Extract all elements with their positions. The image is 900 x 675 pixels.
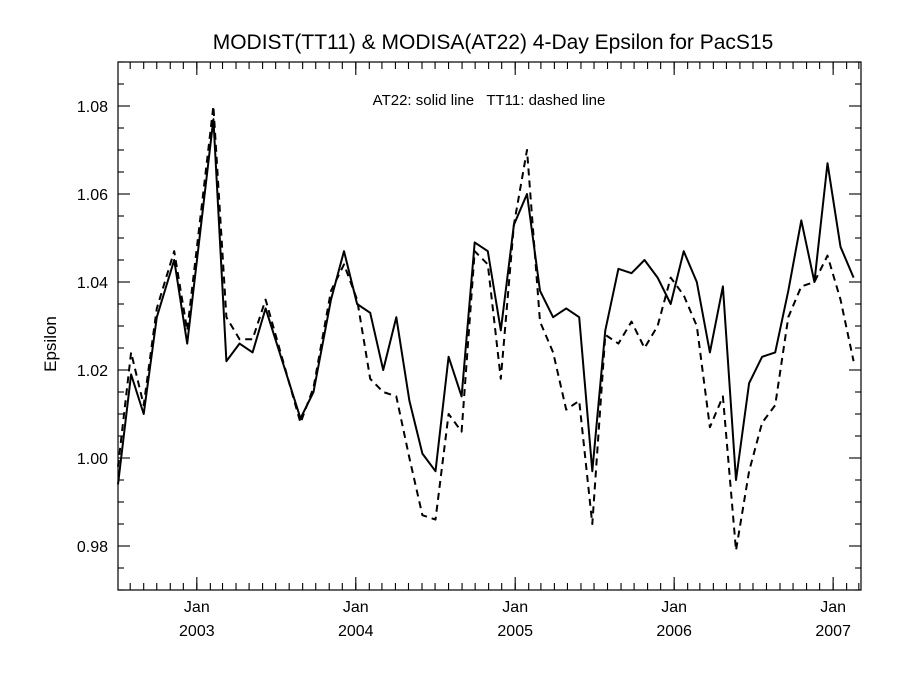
series-line-at22 [117, 118, 855, 485]
x-tick-month-label: Jan [661, 599, 687, 616]
x-tick-month-label: Jan [343, 599, 369, 616]
plot-frame [117, 61, 862, 591]
legend-annotation: AT22: solid line TT11: dashed line [373, 92, 606, 109]
axis-ticks: 0.98 1.00 1.02 1.04 1.06 1.08 Jan 2003 Jan 2004 Ja… [77, 61, 861, 640]
y-tick-label: 1.08 [77, 99, 108, 116]
x-tick-year-label: 2006 [656, 623, 692, 640]
x-tick-month-label: Jan [184, 599, 210, 616]
x-tick-month-label: Jan [502, 599, 528, 616]
y-tick-label: 0.98 [77, 539, 108, 556]
series-lines [117, 105, 855, 552]
series-line-tt11 [117, 105, 855, 552]
y-tick-label: 1.00 [77, 451, 108, 468]
x-tick-month-label: Jan [820, 599, 846, 616]
x-tick-year-label: 2003 [179, 623, 215, 640]
y-axis-label: Epsilon [41, 316, 60, 372]
y-tick-label: 1.06 [77, 187, 108, 204]
x-tick-year-label: 2007 [815, 623, 851, 640]
chart-title: MODIST(TT11) & MODISA(AT22) 4-Day Epsilo… [213, 31, 774, 54]
y-tick-label: 1.02 [77, 363, 108, 380]
y-tick-label: 1.04 [77, 275, 108, 292]
x-tick-year-label: 2004 [338, 623, 374, 640]
x-tick-year-label: 2005 [497, 623, 533, 640]
